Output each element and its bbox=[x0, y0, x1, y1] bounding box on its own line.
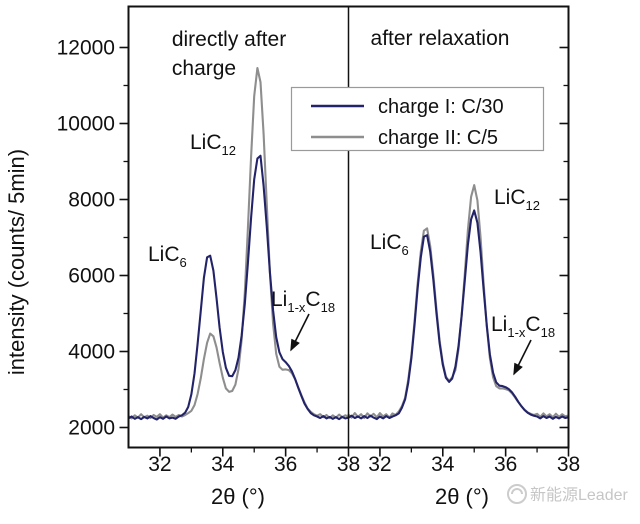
panel-title-left-line2: charge bbox=[172, 57, 236, 80]
curve-charge-i-c-30-panel1 bbox=[128, 154, 350, 421]
peak-label-lic6-right: LiC6 bbox=[370, 231, 409, 258]
curve-charge-i-c-30-panel2 bbox=[347, 209, 569, 421]
y-tick-label: 6000 bbox=[68, 265, 115, 288]
y-tick-label: 12000 bbox=[57, 37, 115, 60]
x-tick-label: 38 bbox=[557, 453, 580, 476]
x-axis-title-left: 2θ (°) bbox=[211, 484, 265, 509]
peak-label-lic12-left: LiC12 bbox=[190, 131, 236, 158]
peak-label-li1xc18-left: Li1-xC18 bbox=[271, 288, 335, 315]
y-tick-label: 10000 bbox=[57, 113, 115, 136]
x-tick-label: 36 bbox=[494, 453, 517, 476]
peak-label-li1xc18-right: Li1-xC18 bbox=[491, 313, 555, 340]
watermark: 新能源Leader bbox=[507, 484, 628, 504]
x-tick-label: 32 bbox=[368, 453, 391, 476]
legend-label-charge2: charge II: C/5 bbox=[378, 127, 498, 149]
x-tick-label: 34 bbox=[211, 453, 235, 476]
x-tick-label: 38 bbox=[337, 453, 360, 476]
panel-title-left-line1: directly after bbox=[172, 28, 286, 51]
y-tick-label: 4000 bbox=[68, 341, 115, 364]
peak-label-lic6-left: LiC6 bbox=[148, 243, 187, 270]
y-tick-label: 8000 bbox=[68, 189, 115, 212]
x-tick-label: 32 bbox=[148, 453, 171, 476]
legend: charge I: C/30 charge II: C/5 bbox=[290, 86, 545, 152]
peak-label-lic12-right: LiC12 bbox=[494, 186, 540, 213]
ticks-layer: 32 34 36 38 32 34 36 38 2000 4000 6000 8000 10000 120… bbox=[57, 37, 581, 477]
y-axis-title: intensity (counts/ 5min) bbox=[4, 149, 29, 375]
watermark-logo-swirl bbox=[511, 488, 523, 495]
legend-box bbox=[290, 86, 545, 152]
watermark-text: 新能源Leader bbox=[530, 486, 628, 504]
panel-title-right: after relaxation bbox=[371, 27, 510, 50]
x-tick-label: 34 bbox=[431, 453, 455, 476]
x-axis-title-right: 2θ (°) bbox=[435, 484, 489, 509]
y-tick-label: 2000 bbox=[68, 417, 115, 440]
li1xc18-arrow-left bbox=[290, 313, 310, 352]
x-tick-label: 36 bbox=[274, 453, 297, 476]
watermark-logo-icon bbox=[507, 484, 527, 504]
legend-label-charge1: charge I: C/30 bbox=[378, 96, 504, 118]
curves-layer bbox=[128, 66, 569, 421]
li1xc18-arrow-right bbox=[513, 339, 532, 376]
curve-charge-ii-c-5-panel2 bbox=[347, 184, 569, 420]
